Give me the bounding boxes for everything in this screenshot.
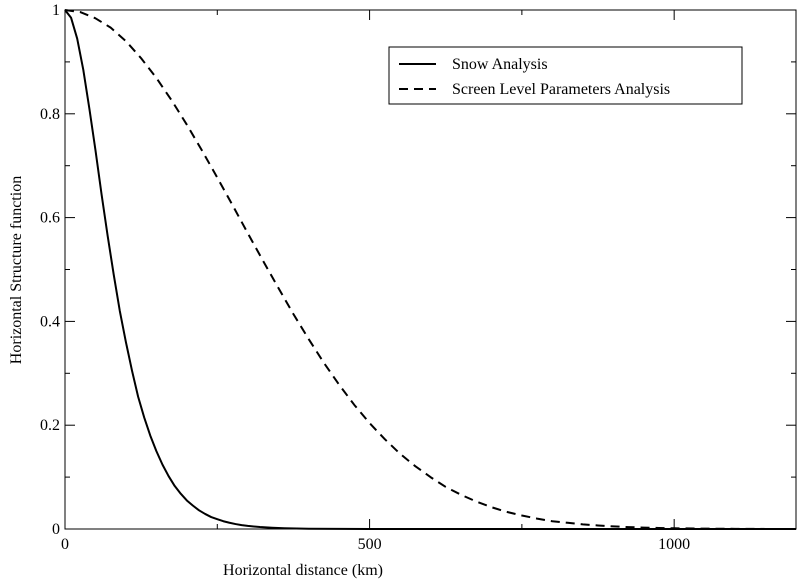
series-line-screen-level-parameters-analysis <box>64 9 797 530</box>
y-tick-label: 0 <box>52 521 60 538</box>
y-tick-label: 0.4 <box>40 313 60 330</box>
tick-labels: 0 500 1000 0 0.2 0.4 0.6 0.8 1 <box>40 2 690 553</box>
y-axis-title: Horizontal Structure function <box>8 176 25 364</box>
series-layer <box>64 9 797 530</box>
y-tick-label: 0.6 <box>40 210 60 227</box>
y-tick-label: 1 <box>52 2 60 19</box>
legend-label-snow-analysis: Snow Analysis <box>452 56 548 73</box>
y-tick-label: 0.8 <box>40 106 60 123</box>
legend-label-screen-level-parameters-analysis: Screen Level Parameters Analysis <box>452 81 670 98</box>
legend-box <box>388 46 743 105</box>
y-tick-label: 0.2 <box>40 417 60 434</box>
x-tick-label: 0 <box>61 536 69 553</box>
x-axis-title: Horizontal distance (km) <box>223 562 383 579</box>
series-line-snow-analysis <box>64 9 796 530</box>
legend: Snow Analysis Screen Level Parameters An… <box>388 46 743 105</box>
x-tick-label: 1000 <box>658 536 690 553</box>
x-tick-label: 500 <box>358 536 382 553</box>
